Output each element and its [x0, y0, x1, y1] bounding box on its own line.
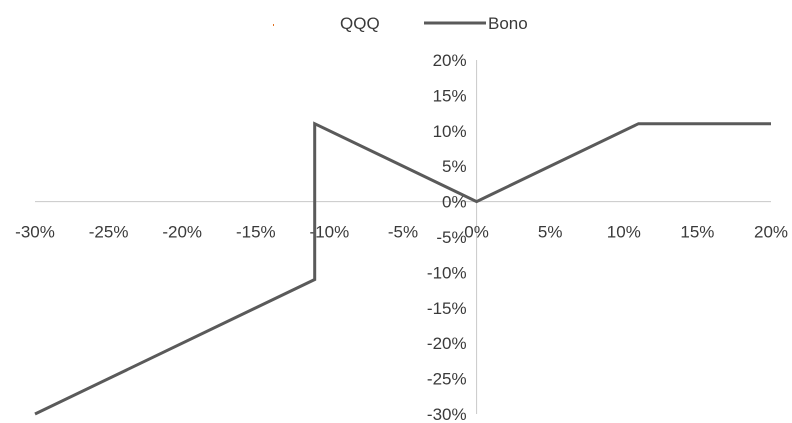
x-tick-label: -30% — [15, 223, 55, 242]
x-tick-label: -25% — [89, 223, 129, 242]
y-tick-label: -20% — [427, 334, 467, 353]
series-layer — [34, 121, 771, 416]
x-axis-tick-labels: -30% -25% -20% -15% -10% -5% 0% 5% 10% 15% 20% — [15, 223, 788, 242]
y-tick-label: -30% — [427, 405, 467, 423]
y-tick-label: -15% — [427, 299, 467, 318]
x-tick-label: -20% — [162, 223, 202, 242]
x-tick-label: -5% — [388, 223, 418, 242]
x-tick-label: -15% — [236, 223, 276, 242]
x-tick-label: 0% — [464, 223, 489, 242]
x-tick-label: 10% — [607, 223, 641, 242]
x-tick-label: -10% — [310, 223, 350, 242]
y-tick-label: 15% — [433, 86, 467, 105]
y-tick-label: 0% — [442, 193, 467, 212]
axes — [35, 60, 771, 414]
legend-qqq-label: QQQ — [340, 14, 380, 33]
y-tick-label: -10% — [427, 263, 467, 282]
legend-bono-label: Bono — [488, 14, 528, 33]
x-tick-label: 20% — [754, 223, 788, 242]
y-tick-label: -25% — [427, 370, 467, 389]
y-tick-label: 10% — [433, 122, 467, 141]
x-tick-label: 5% — [538, 223, 563, 242]
x-tick-label: 15% — [680, 223, 714, 242]
y-axis-tick-labels: -30% -25% -20% -15% -10% -5% 0% 5% 10% 15% 20% — [427, 51, 467, 423]
legend: QQQ Bono — [273, 14, 528, 33]
y-tick-label: -5% — [436, 228, 466, 247]
y-tick-label: 20% — [433, 51, 467, 70]
y-tick-label: 5% — [442, 157, 467, 176]
series-line-bono — [34, 121, 771, 416]
